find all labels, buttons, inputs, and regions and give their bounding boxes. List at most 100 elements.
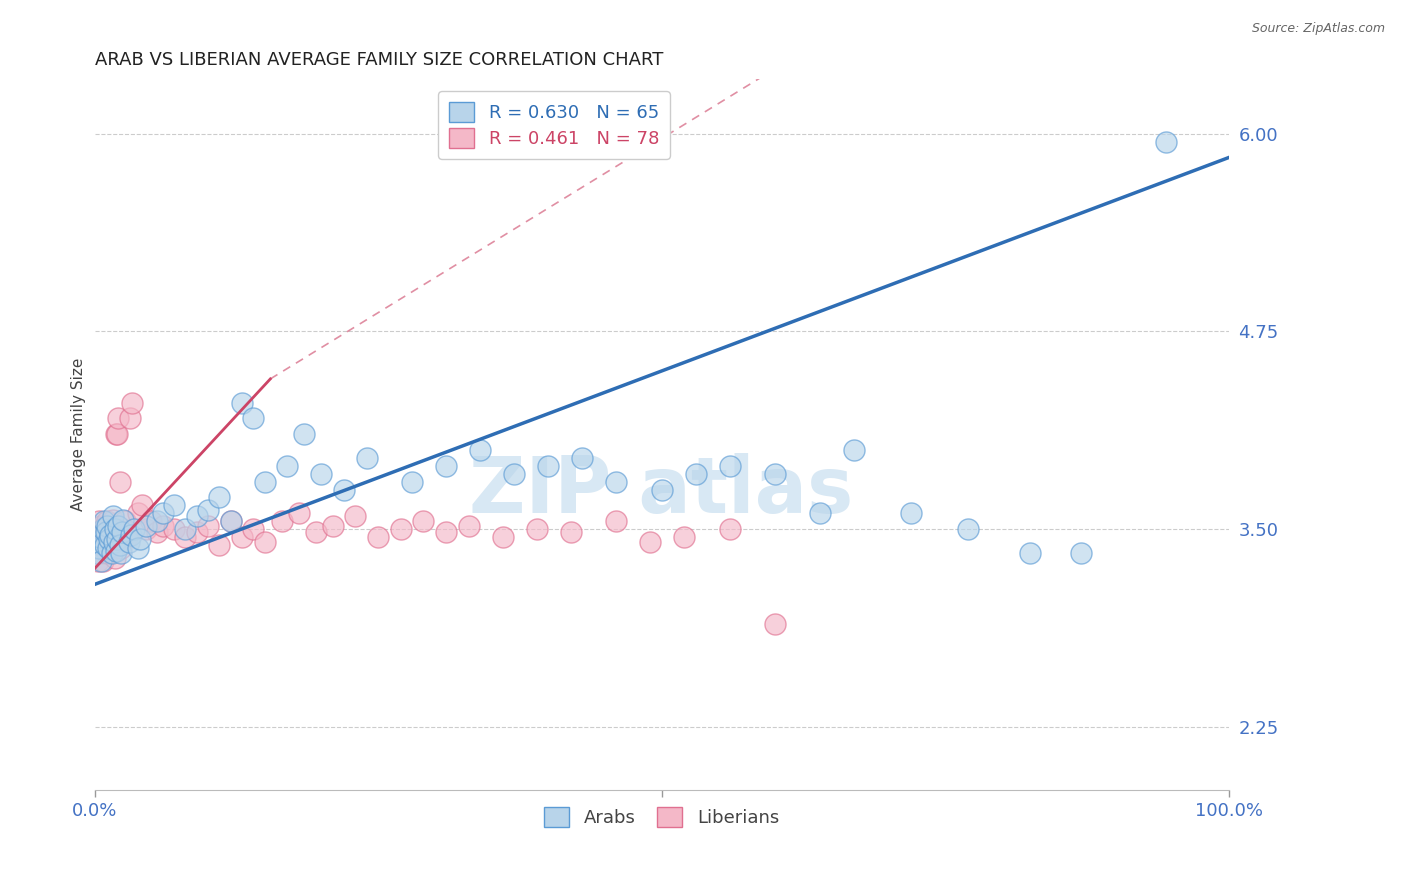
- Point: [186, 525, 208, 540]
- Point: [685, 467, 707, 481]
- Point: [186, 509, 208, 524]
- Point: [87, 514, 110, 528]
- Text: Source: ZipAtlas.com: Source: ZipAtlas.com: [1251, 22, 1385, 36]
- Point: [763, 616, 786, 631]
- Point: [219, 514, 242, 528]
- Point: [163, 499, 186, 513]
- Point: [231, 395, 253, 409]
- Point: [87, 522, 110, 536]
- Point: [135, 522, 157, 536]
- Point: [560, 525, 582, 540]
- Point: [100, 528, 122, 542]
- Point: [651, 483, 673, 497]
- Point: [1070, 546, 1092, 560]
- Point: [287, 506, 309, 520]
- Point: [98, 532, 121, 546]
- Point: [242, 522, 264, 536]
- Point: [86, 546, 108, 560]
- Point: [121, 395, 143, 409]
- Point: [152, 519, 174, 533]
- Point: [197, 503, 219, 517]
- Point: [94, 525, 117, 540]
- Point: [90, 554, 112, 568]
- Point: [101, 509, 124, 524]
- Point: [146, 525, 169, 540]
- Point: [90, 519, 112, 533]
- Point: [93, 522, 115, 536]
- Point: [1019, 546, 1042, 560]
- Point: [100, 538, 122, 552]
- Point: [90, 546, 112, 560]
- Point: [141, 514, 163, 528]
- Point: [97, 541, 120, 555]
- Point: [87, 541, 110, 555]
- Point: [107, 519, 129, 533]
- Point: [118, 411, 141, 425]
- Point: [104, 522, 127, 536]
- Point: [94, 519, 117, 533]
- Point: [152, 506, 174, 520]
- Legend: Arabs, Liberians: Arabs, Liberians: [537, 800, 786, 834]
- Point: [100, 519, 122, 533]
- Point: [94, 538, 117, 552]
- Point: [111, 513, 134, 527]
- Point: [93, 514, 115, 528]
- Point: [605, 475, 627, 489]
- Point: [174, 522, 197, 536]
- Point: [97, 541, 120, 555]
- Point: [253, 475, 276, 489]
- Point: [605, 514, 627, 528]
- Point: [197, 519, 219, 533]
- Point: [100, 532, 122, 546]
- Point: [91, 532, 114, 546]
- Point: [174, 530, 197, 544]
- Point: [492, 530, 515, 544]
- Point: [367, 530, 389, 544]
- Point: [537, 458, 560, 473]
- Point: [98, 522, 121, 536]
- Point: [208, 491, 231, 505]
- Point: [122, 522, 145, 536]
- Point: [94, 530, 117, 544]
- Point: [114, 514, 136, 528]
- Point: [108, 538, 131, 552]
- Point: [311, 467, 333, 481]
- Point: [135, 519, 157, 533]
- Point: [844, 443, 866, 458]
- Point: [110, 541, 132, 555]
- Point: [1154, 135, 1177, 149]
- Point: [96, 519, 118, 533]
- Point: [105, 544, 128, 558]
- Point: [127, 541, 149, 555]
- Point: [292, 427, 315, 442]
- Text: ZIP atlas: ZIP atlas: [470, 453, 853, 529]
- Point: [242, 411, 264, 425]
- Point: [110, 546, 132, 560]
- Point: [129, 532, 152, 546]
- Point: [89, 530, 111, 544]
- Point: [526, 522, 548, 536]
- Point: [96, 514, 118, 528]
- Point: [104, 522, 127, 536]
- Point: [401, 475, 423, 489]
- Point: [503, 467, 526, 481]
- Point: [91, 522, 114, 536]
- Point: [763, 467, 786, 481]
- Point: [103, 532, 125, 546]
- Point: [105, 532, 128, 546]
- Point: [96, 546, 118, 560]
- Point: [468, 443, 491, 458]
- Point: [673, 530, 696, 544]
- Point: [146, 514, 169, 528]
- Point: [270, 514, 292, 528]
- Point: [457, 519, 479, 533]
- Point: [808, 506, 831, 520]
- Point: [956, 522, 979, 536]
- Point: [100, 544, 122, 558]
- Point: [111, 532, 134, 546]
- Point: [108, 475, 131, 489]
- Point: [117, 534, 139, 549]
- Point: [127, 506, 149, 520]
- Point: [333, 483, 356, 497]
- Point: [900, 506, 922, 520]
